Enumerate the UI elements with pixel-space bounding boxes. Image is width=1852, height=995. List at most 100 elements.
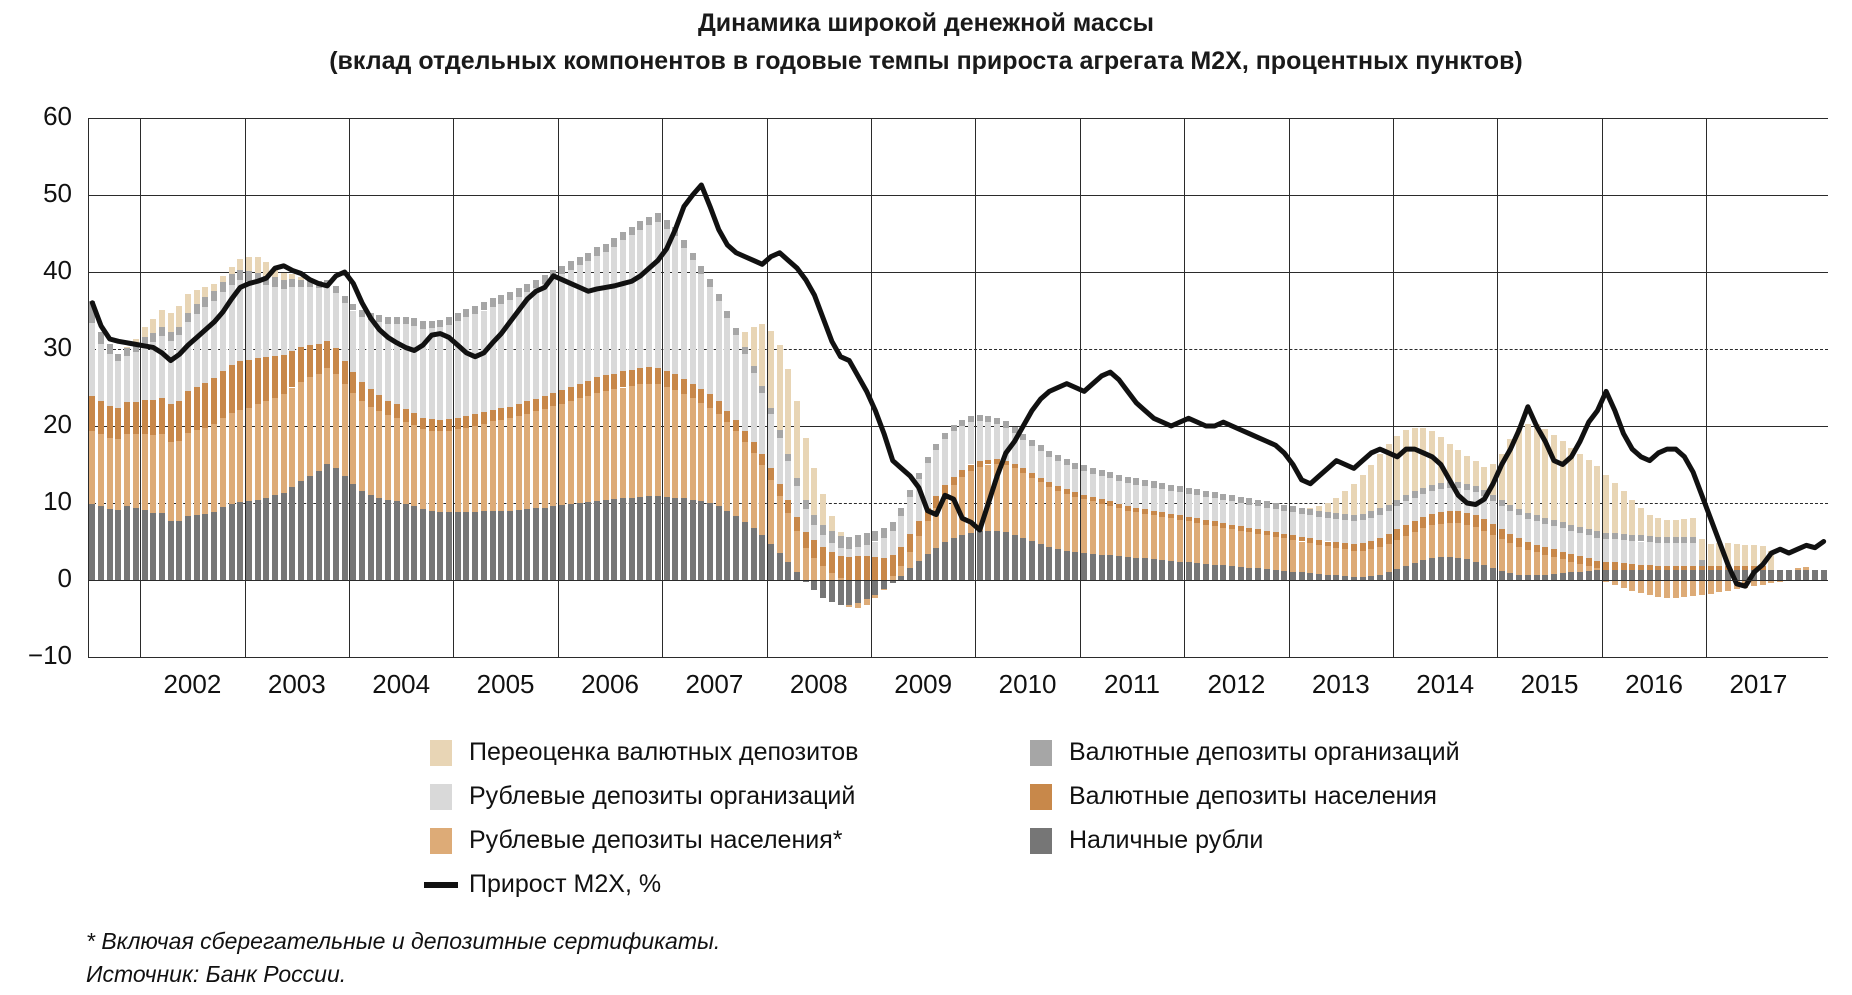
bar-column <box>994 118 1001 657</box>
bar-segment <box>724 510 731 580</box>
x-tick-label-2004: 2004 <box>372 669 431 699</box>
bar-segment <box>141 433 148 510</box>
x-tick-label-2015: 2015 <box>1520 669 1579 699</box>
bar-segment <box>776 345 783 430</box>
bar-column <box>724 118 731 657</box>
legend-item[interactable]: Валютные депозиты населения <box>1030 782 1437 811</box>
bar-segment <box>924 507 931 522</box>
legend-item[interactable]: Рублевые депозиты организаций <box>430 782 855 811</box>
bar-segment <box>828 573 835 580</box>
bar-segment <box>968 464 975 471</box>
legend-item[interactable]: Переоценка валютных депозитов <box>430 738 858 767</box>
year-gridline-2003 <box>244 118 246 657</box>
bar-segment <box>741 332 748 348</box>
bar-segment <box>985 530 992 580</box>
bar-segment <box>1420 493 1427 517</box>
bar-column <box>1803 118 1810 657</box>
bar-segment <box>872 530 879 542</box>
bar-segment <box>724 410 731 423</box>
bar-segment <box>280 272 287 281</box>
bar-segment <box>1394 539 1401 570</box>
bar-segment <box>385 499 392 580</box>
bar-segment <box>1411 497 1418 521</box>
legend-item[interactable]: Наличные рубли <box>1030 826 1263 855</box>
bar-column <box>1672 118 1679 657</box>
bar-segment <box>1751 545 1758 567</box>
bar-segment <box>1768 580 1775 584</box>
bar-segment <box>1507 510 1514 534</box>
bar-segment <box>1324 574 1331 580</box>
bar-segment <box>1246 567 1253 580</box>
bar-segment <box>907 551 914 569</box>
bar-segment <box>167 312 174 333</box>
bar-segment <box>1246 527 1253 533</box>
legend-item[interactable]: Прирост М2Х, % <box>424 870 661 899</box>
bar-segment <box>219 370 226 418</box>
bar-segment <box>411 425 418 507</box>
bar-segment <box>1089 467 1096 474</box>
bar-column <box>1237 118 1244 657</box>
bar-segment <box>593 392 600 501</box>
bar-segment <box>1168 513 1175 519</box>
bar-segment <box>828 552 835 574</box>
bar-column <box>889 118 896 657</box>
bar-segment <box>698 501 705 580</box>
bar-segment <box>167 442 174 522</box>
bar-segment <box>1316 506 1323 511</box>
bar-segment <box>124 348 131 356</box>
bar-segment <box>1490 494 1497 501</box>
bar-column <box>959 118 966 657</box>
bar-segment <box>254 257 261 273</box>
bar-column <box>472 118 479 657</box>
bar-segment <box>506 292 513 301</box>
bar-column <box>533 118 540 657</box>
bar-segment <box>1342 513 1349 520</box>
year-gridline-2002 <box>140 118 142 657</box>
bar-column <box>898 118 905 657</box>
bar-column <box>454 118 461 657</box>
bar-segment <box>1516 538 1523 547</box>
legend-item[interactable]: Рублевые депозиты населения* <box>430 826 843 855</box>
x-tick-label-2010: 2010 <box>998 669 1057 699</box>
bar-segment <box>480 511 487 580</box>
bar-segment <box>1559 573 1566 580</box>
bar-segment <box>1298 507 1305 514</box>
bar-column <box>106 118 113 657</box>
bar-segment <box>185 516 192 580</box>
bar-segment <box>1550 519 1557 527</box>
bar-segment <box>1707 543 1714 567</box>
bar-segment <box>1368 540 1375 550</box>
bar-segment <box>585 502 592 580</box>
bar-segment <box>1481 519 1488 531</box>
bar-segment <box>550 392 557 406</box>
bar-segment <box>393 316 400 324</box>
bar-segment <box>1524 513 1531 520</box>
bar-segment <box>1429 513 1436 526</box>
bar-segment <box>141 327 148 337</box>
bar-segment <box>1533 575 1540 580</box>
bar-segment <box>1150 487 1157 511</box>
bar-segment <box>1376 514 1383 538</box>
bar-segment <box>1533 424 1540 516</box>
bar-column <box>593 118 600 657</box>
bar-segment <box>463 308 470 318</box>
bar-column <box>1524 118 1531 657</box>
bar-column <box>1507 118 1514 657</box>
bar-segment <box>715 506 722 580</box>
bar-segment <box>158 434 165 513</box>
legend-item[interactable]: Валютные депозиты организаций <box>1030 738 1460 767</box>
bar-segment <box>1115 480 1122 504</box>
bar-segment <box>915 536 922 561</box>
bar-segment <box>994 459 1001 464</box>
bar-segment <box>202 382 209 428</box>
bar-segment <box>341 383 348 477</box>
legend-line-marker-icon <box>424 881 458 888</box>
bar-column <box>1081 118 1088 657</box>
bar-column <box>698 118 705 657</box>
bar-segment <box>898 566 905 577</box>
bar-segment <box>1420 528 1427 560</box>
bar-segment <box>211 512 218 580</box>
bar-segment <box>1550 573 1557 580</box>
bar-segment <box>1063 489 1070 494</box>
